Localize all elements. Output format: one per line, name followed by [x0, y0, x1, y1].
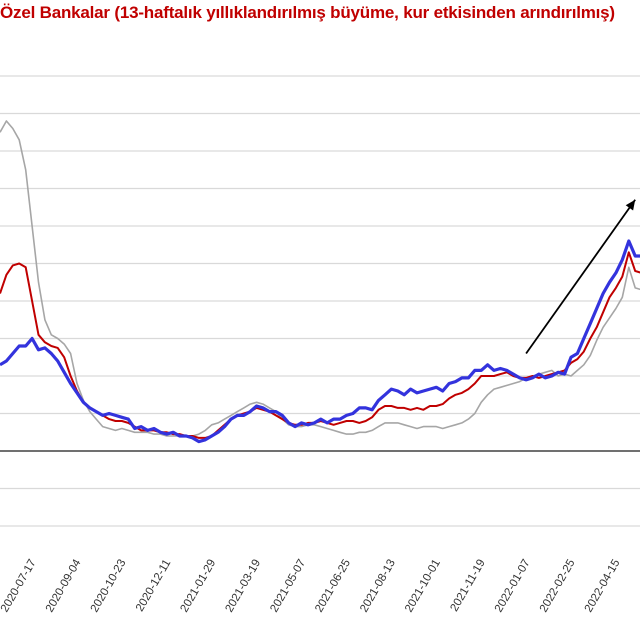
x-tick-label: 2022-02-25: [538, 558, 578, 615]
x-tick-label: 2021-08-13: [358, 558, 398, 615]
trend-arrow-head: [625, 199, 636, 211]
series-line-2: [0, 120, 640, 437]
x-tick-label: 2022-01-07: [493, 558, 533, 615]
series-line-0: [0, 239, 640, 444]
x-tick-label: 2020-09-04: [44, 557, 84, 614]
x-tick-label: 2020-12-11: [134, 558, 173, 614]
gridlines: [0, 75, 640, 527]
x-tick-label: 2021-05-07: [268, 558, 308, 615]
x-tick-labels: 2020-07-17 2020-09-04 2020-10-23 2020-12-11…: [0, 557, 623, 614]
x-tick-label: 2021-11-19: [448, 558, 487, 614]
annotation-group: [525, 199, 636, 355]
x-tick-label: 2021-03-19: [223, 558, 263, 615]
trend-arrow-line: [525, 199, 636, 355]
x-tick-label: 2021-10-01: [403, 558, 443, 615]
x-tick-label: 2020-07-17: [0, 558, 39, 615]
x-tick-label: 2022-04-15: [583, 558, 623, 615]
series-group: [0, 120, 640, 444]
chart-title: Özel Bankalar (13-haftalık yıllıklandırı…: [0, 3, 615, 22]
x-tick-label: 2020-10-23: [89, 558, 129, 615]
x-tick-label: 2021-01-29: [179, 558, 219, 615]
x-tick-label: 2021-06-25: [313, 558, 353, 615]
